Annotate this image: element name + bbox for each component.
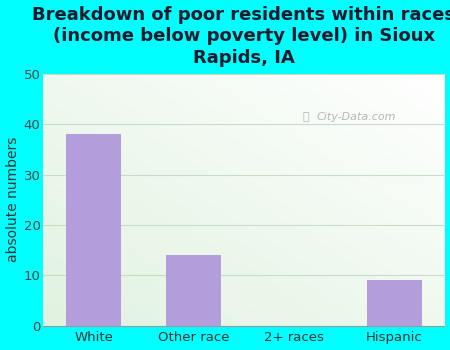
Bar <box>66 134 121 326</box>
Bar <box>166 255 221 326</box>
Text: City-Data.com: City-Data.com <box>316 112 396 121</box>
Title: Breakdown of poor residents within races
(income below poverty level) in Sioux
R: Breakdown of poor residents within races… <box>32 6 450 66</box>
Y-axis label: absolute numbers: absolute numbers <box>5 137 19 262</box>
Text: ⦿: ⦿ <box>302 112 309 121</box>
Bar <box>367 280 422 326</box>
